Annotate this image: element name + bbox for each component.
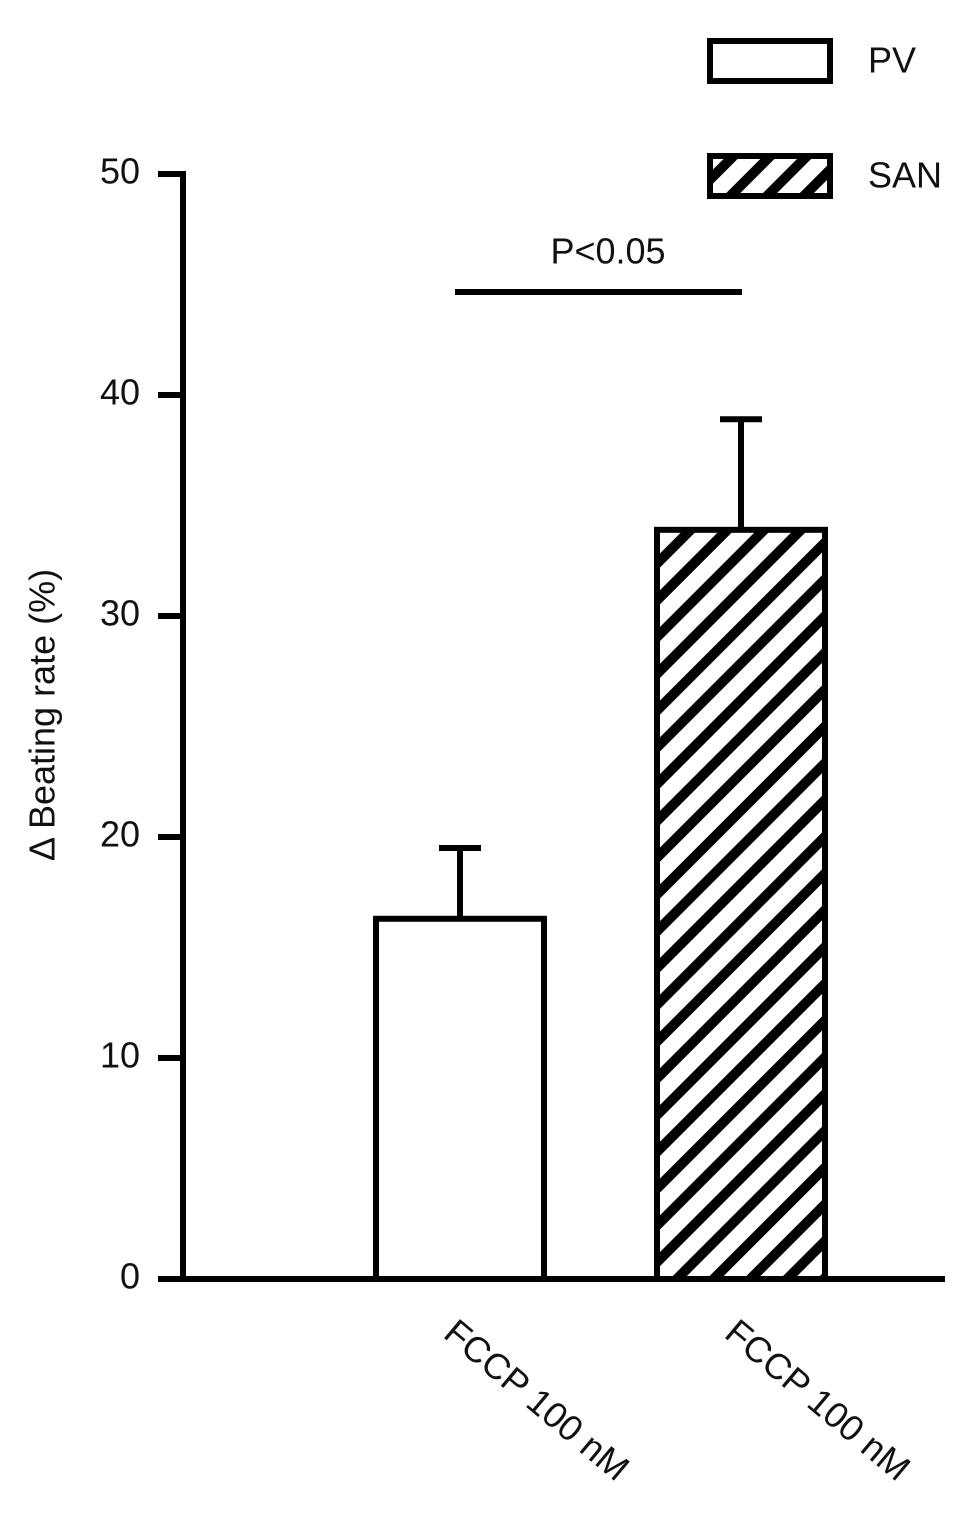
y-tick-label: 10	[100, 1035, 140, 1076]
legend-swatch	[707, 153, 833, 199]
bar	[654, 526, 828, 1282]
legend-label: PV	[868, 40, 916, 81]
x-tick-label: FCCP 100 nM	[718, 1311, 919, 1489]
legend-label: SAN	[868, 155, 942, 196]
y-tick-label: 40	[100, 372, 140, 413]
y-tick-label: 20	[100, 814, 140, 855]
y-tick-label: 50	[100, 151, 140, 192]
y-axis-label: Δ Beating rate (%)	[22, 569, 63, 861]
legend-swatch	[707, 38, 833, 84]
y-tick-label: 30	[100, 593, 140, 634]
x-tick-label: FCCP 100 nM	[437, 1311, 638, 1489]
bar	[373, 915, 547, 1283]
annotation: P<0.05	[550, 231, 665, 272]
y-tick-label: 0	[120, 1256, 140, 1297]
